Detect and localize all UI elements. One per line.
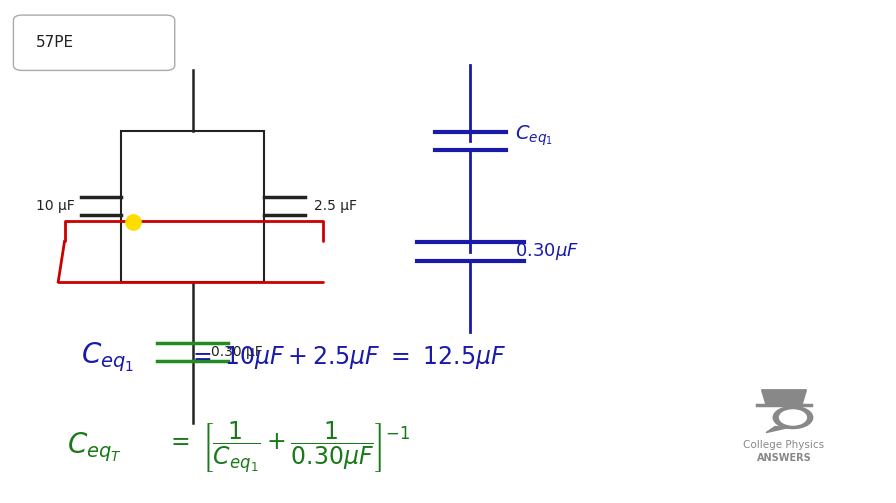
Text: $= \ \left[\dfrac{1}{C_{eq_1}} + \dfrac{1}{0.30\mu F}\right]^{-1}$: $= \ \left[\dfrac{1}{C_{eq_1}} + \dfrac{…	[166, 420, 409, 476]
FancyBboxPatch shape	[13, 15, 175, 70]
Text: $0.30\mu F$: $0.30\mu F$	[515, 241, 580, 262]
Text: 2.5 μF: 2.5 μF	[314, 199, 357, 213]
Text: ANSWERS: ANSWERS	[756, 453, 812, 463]
Circle shape	[773, 406, 813, 429]
Text: $C_{eq_T}$: $C_{eq_T}$	[67, 431, 122, 464]
Polygon shape	[762, 390, 806, 405]
Text: $= \ 10\mu F + 2.5\mu F \ = \ 12.5\mu F$: $= \ 10\mu F + 2.5\mu F \ = \ 12.5\mu F$	[188, 344, 506, 371]
Text: College Physics: College Physics	[744, 440, 824, 450]
Text: $C_{eq_1}$: $C_{eq_1}$	[515, 124, 553, 148]
Text: $C_{eq_1}$: $C_{eq_1}$	[81, 341, 134, 374]
Text: 0.30 μF: 0.30 μF	[211, 345, 263, 359]
Bar	[121, 131, 264, 282]
Text: 10 μF: 10 μF	[36, 199, 74, 213]
Polygon shape	[766, 427, 788, 433]
Text: 57PE: 57PE	[36, 35, 74, 50]
Circle shape	[780, 410, 806, 425]
